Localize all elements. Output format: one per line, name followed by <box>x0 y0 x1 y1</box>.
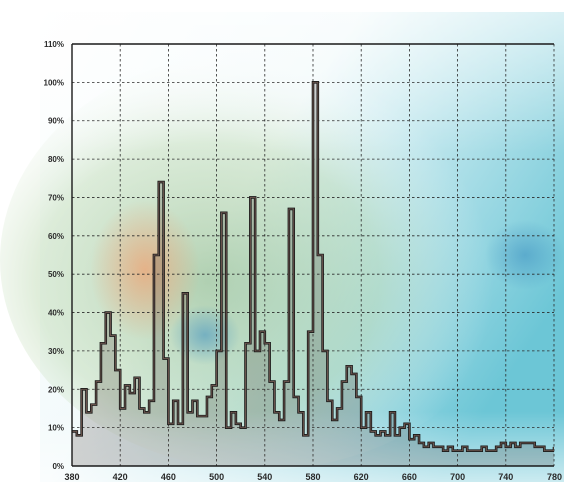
y-tick-label: 30% <box>48 347 64 356</box>
series-line-highlight-0 <box>72 81 554 452</box>
plot-frame <box>71 43 554 467</box>
y-tick-label: 90% <box>48 117 64 126</box>
x-tick-label: 420 <box>113 472 128 482</box>
x-tick-label: 740 <box>498 472 513 482</box>
y-tick-label: 100% <box>44 78 64 87</box>
x-tick-label: 700 <box>450 472 465 482</box>
y-tick-label: 70% <box>48 193 64 202</box>
x-tick-label: 660 <box>402 472 417 482</box>
x-tick-label: 380 <box>64 472 79 482</box>
y-tick-label: 20% <box>48 385 64 394</box>
x-axis: 380 420 460 500 540 580 620 660 700 740 780 <box>64 472 562 482</box>
y-axis: 0% 10% 20% 30% 40% 50% 60% 70% 80% 90% 100% 110% <box>44 40 64 471</box>
plot-area <box>72 81 554 466</box>
y-tick-label: 40% <box>48 309 64 318</box>
y-tick-label: 60% <box>48 232 64 241</box>
y-tick-label: 10% <box>48 424 64 433</box>
x-tick-label: 780 <box>547 472 562 482</box>
x-tick-label: 620 <box>354 472 369 482</box>
y-tick-label: 0% <box>52 462 64 471</box>
y-tick-label: 110% <box>44 40 64 49</box>
y-tick-label: 50% <box>48 270 64 279</box>
y-tick-label: 80% <box>48 155 64 164</box>
x-tick-label: 580 <box>305 472 320 482</box>
x-tick-label: 500 <box>209 472 224 482</box>
x-tick-label: 540 <box>257 472 272 482</box>
x-tick-label: 460 <box>161 472 176 482</box>
